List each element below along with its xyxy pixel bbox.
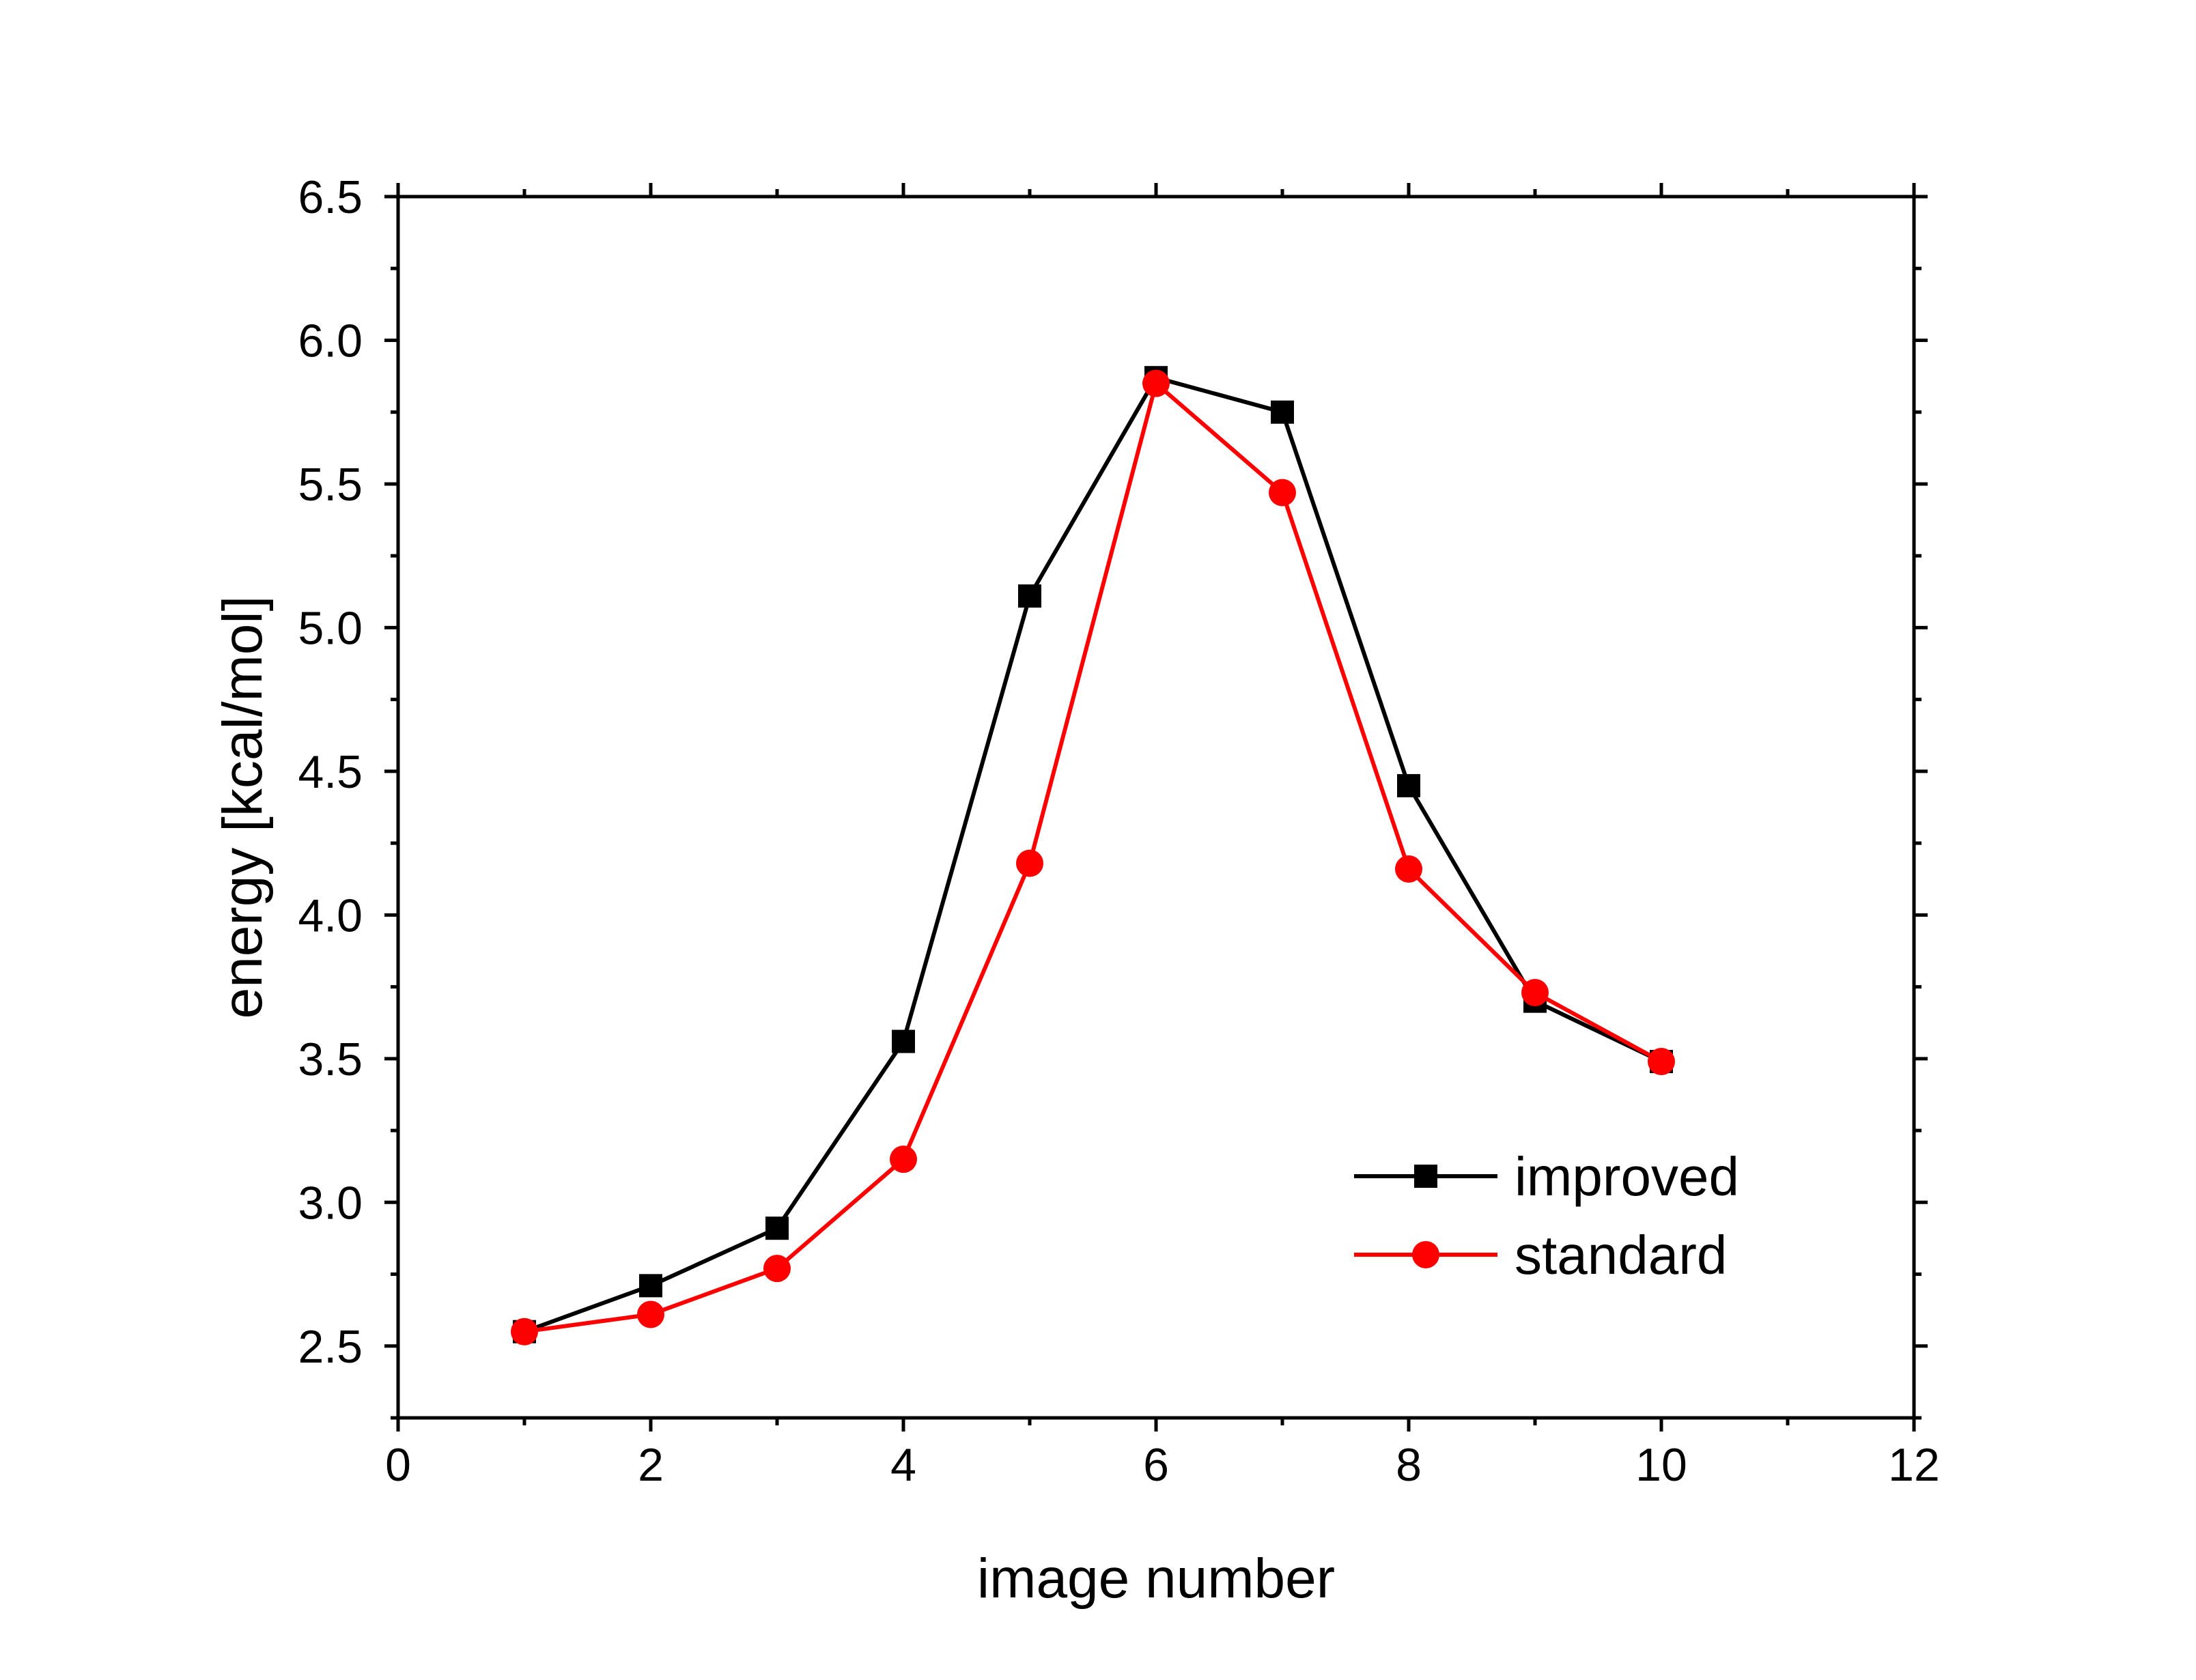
legend-marker-standard bbox=[1412, 1241, 1439, 1268]
data-point-standard bbox=[890, 1145, 917, 1173]
data-point-standard bbox=[1016, 849, 1043, 877]
x-tick-label: 8 bbox=[1396, 1439, 1422, 1491]
y-tick-label: 3.0 bbox=[298, 1177, 363, 1229]
legend-label-standard: standard bbox=[1515, 1225, 1727, 1285]
series-line-standard bbox=[524, 381, 1663, 1334]
series-standard bbox=[511, 369, 1675, 1346]
y-tick-label: 2.5 bbox=[298, 1321, 363, 1373]
data-point-standard bbox=[1648, 1048, 1675, 1076]
y-axis-label: energy [kcal/mol] bbox=[212, 596, 274, 1019]
data-point-standard bbox=[763, 1255, 791, 1283]
data-point-standard bbox=[1142, 369, 1170, 397]
y-tick-label: 3.5 bbox=[298, 1034, 363, 1085]
y-tick-label: 4.5 bbox=[298, 746, 363, 798]
data-point-standard bbox=[1395, 855, 1422, 883]
data-point-standard bbox=[1521, 979, 1549, 1007]
x-tick-label: 0 bbox=[385, 1439, 411, 1491]
legend-label-improved: improved bbox=[1515, 1146, 1739, 1207]
y-tick-label: 4.0 bbox=[298, 889, 363, 941]
data-point-improved bbox=[1018, 584, 1041, 608]
data-point-improved bbox=[765, 1216, 789, 1240]
y-tick-label: 5.0 bbox=[298, 602, 363, 654]
x-tick-label: 2 bbox=[638, 1439, 664, 1491]
y-tick-label: 5.5 bbox=[298, 459, 363, 511]
data-point-improved bbox=[639, 1274, 662, 1298]
legend: improved standard bbox=[1354, 1146, 1739, 1285]
y-tick-label: 6.5 bbox=[298, 171, 363, 223]
data-point-standard bbox=[1269, 479, 1296, 507]
axes: 0 2 4 6 8 10 12 2.5 3.0 3.5 4.0 4.5 5.0 5.5 6.0 6.5 bbox=[298, 171, 1939, 1491]
y-tick-label: 6.0 bbox=[298, 315, 363, 367]
series-layer bbox=[511, 366, 1675, 1346]
data-point-standard bbox=[637, 1300, 664, 1328]
data-point-improved bbox=[1397, 773, 1420, 797]
x-tick-label: 6 bbox=[1143, 1439, 1169, 1491]
x-tick-label: 10 bbox=[1635, 1439, 1687, 1491]
data-point-standard bbox=[511, 1318, 538, 1346]
data-point-improved bbox=[892, 1029, 915, 1053]
legend-marker-improved bbox=[1414, 1165, 1437, 1188]
series-line-improved bbox=[523, 375, 1663, 1334]
x-axis-label: image number bbox=[977, 1548, 1335, 1610]
data-point-improved bbox=[1271, 400, 1294, 424]
x-tick-label: 4 bbox=[890, 1439, 916, 1491]
x-tick-label: 12 bbox=[1888, 1439, 1940, 1491]
